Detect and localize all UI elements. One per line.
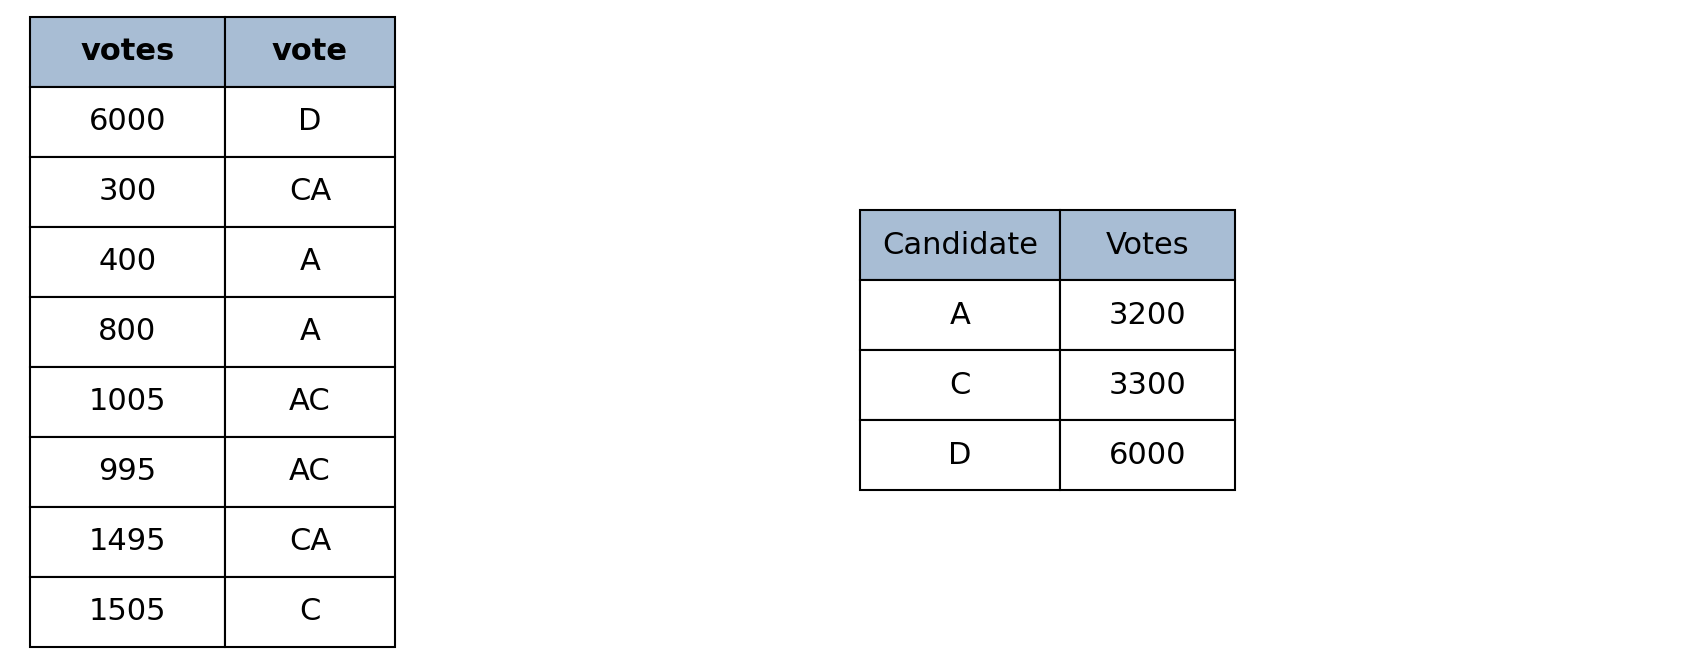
Text: Candidate: Candidate (882, 231, 1037, 259)
Bar (860, 210, 1059, 280)
Bar (30, 437, 225, 507)
Bar (225, 227, 394, 297)
Bar (860, 350, 1059, 420)
Text: 6000: 6000 (1108, 440, 1186, 469)
Bar (225, 157, 394, 227)
Text: A: A (299, 317, 320, 346)
Text: C: C (299, 597, 321, 626)
Text: 995: 995 (98, 458, 157, 487)
Bar (860, 280, 1059, 350)
Text: Votes: Votes (1105, 231, 1189, 259)
Text: vote: vote (272, 37, 349, 66)
Bar (1059, 210, 1235, 280)
Bar (1059, 420, 1235, 490)
Bar (225, 507, 394, 577)
Bar (1059, 350, 1235, 420)
Text: 300: 300 (98, 178, 157, 207)
Bar (30, 17, 225, 87)
Bar (30, 87, 225, 157)
Bar (225, 437, 394, 507)
Text: AC: AC (289, 458, 332, 487)
Text: A: A (949, 301, 971, 329)
Text: 800: 800 (98, 317, 157, 346)
Bar (30, 297, 225, 367)
Text: votes: votes (81, 37, 174, 66)
Bar (1059, 280, 1235, 350)
Text: 400: 400 (98, 247, 157, 277)
Text: CA: CA (289, 527, 332, 557)
Text: D: D (948, 440, 971, 469)
Text: AC: AC (289, 388, 332, 416)
Bar (30, 367, 225, 437)
Text: CA: CA (289, 178, 332, 207)
Text: 1495: 1495 (88, 527, 166, 557)
Bar (30, 227, 225, 297)
Bar (225, 367, 394, 437)
Bar (30, 507, 225, 577)
Bar (30, 157, 225, 227)
Text: C: C (949, 370, 971, 400)
Text: 6000: 6000 (88, 108, 166, 136)
Bar (225, 17, 394, 87)
Bar (225, 87, 394, 157)
Bar (30, 577, 225, 647)
Text: 3200: 3200 (1108, 301, 1186, 329)
Bar (860, 420, 1059, 490)
Text: D: D (298, 108, 321, 136)
Text: 1005: 1005 (88, 388, 166, 416)
Text: A: A (299, 247, 320, 277)
Bar (225, 297, 394, 367)
Text: 1505: 1505 (88, 597, 166, 626)
Text: 3300: 3300 (1108, 370, 1186, 400)
Bar (225, 577, 394, 647)
